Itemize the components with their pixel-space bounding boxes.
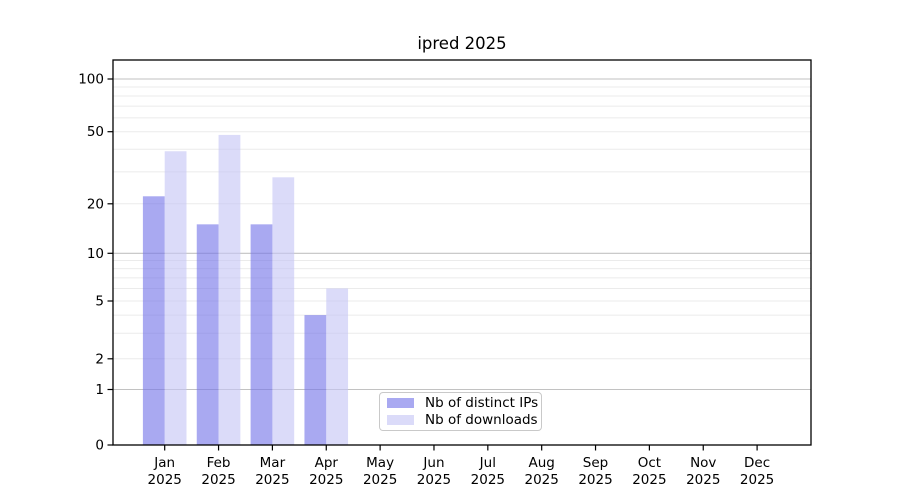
y-tick-label: 2	[95, 351, 104, 367]
x-tick-year-label: 2025	[471, 472, 505, 488]
y-tick-label: 50	[87, 124, 104, 140]
x-tick-year-label: 2025	[363, 472, 397, 488]
x-tick-month-label: Aug	[528, 455, 554, 471]
x-tick-year-label: 2025	[686, 472, 720, 488]
y-tick-label: 100	[78, 72, 104, 88]
y-tick-label: 20	[87, 196, 104, 212]
bar-distinct-ips	[196, 224, 219, 445]
y-tick-label: 0	[95, 438, 104, 454]
bar-distinct-ips	[304, 315, 327, 445]
legend-swatch-distinct-ips	[387, 398, 414, 408]
legend-swatch-downloads	[387, 415, 414, 425]
x-tick-month-label: Apr	[315, 455, 339, 471]
x-tick-month-label: Dec	[744, 455, 770, 471]
legend: Nb of distinct IPs Nb of downloads	[379, 392, 542, 431]
x-tick-month-label: Jan	[153, 455, 175, 471]
x-tick-year-label: 2025	[740, 472, 774, 488]
legend-label-distinct-ips: Nb of distinct IPs	[425, 395, 539, 411]
x-tick-month-label: Nov	[690, 455, 716, 471]
bar-downloads	[326, 288, 349, 445]
x-tick-month-label: Sep	[583, 455, 608, 471]
x-tick-year-label: 2025	[525, 472, 559, 488]
x-tick-month-label: Mar	[260, 455, 286, 471]
bar-downloads	[218, 134, 241, 445]
x-tick-month-label: Jun	[422, 455, 444, 471]
y-tick-label: 5	[95, 294, 104, 310]
x-tick-year-label: 2025	[417, 472, 451, 488]
bar-distinct-ips	[250, 224, 273, 445]
chart-title: ipred 2025	[417, 34, 507, 53]
y-tick-label: 10	[87, 246, 104, 262]
bar-distinct-ips	[142, 196, 165, 445]
x-tick-month-label: May	[366, 455, 394, 471]
x-tick-year-label: 2025	[148, 472, 182, 488]
plot-border	[112, 59, 812, 446]
legend-label-downloads: Nb of downloads	[425, 412, 538, 428]
legend-item-downloads: Nb of downloads	[387, 412, 541, 428]
x-tick-year-label: 2025	[578, 472, 612, 488]
x-tick-month-label: Jul	[479, 455, 496, 471]
x-tick-year-label: 2025	[632, 472, 666, 488]
bar-downloads	[272, 177, 295, 445]
x-tick-year-label: 2025	[255, 472, 289, 488]
x-tick-year-label: 2025	[201, 472, 235, 488]
legend-item-distinct-ips: Nb of distinct IPs	[387, 395, 541, 411]
bar-downloads	[164, 151, 187, 446]
x-tick-month-label: Feb	[207, 455, 231, 471]
y-tick-label: 1	[95, 382, 104, 398]
x-tick-month-label: Oct	[638, 455, 661, 471]
x-tick-year-label: 2025	[309, 472, 343, 488]
